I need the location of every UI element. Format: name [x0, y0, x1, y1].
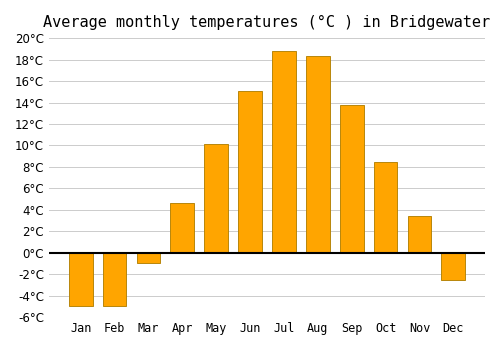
Bar [170, 203, 194, 253]
Bar [340, 105, 363, 253]
Bar [408, 216, 432, 253]
Bar [374, 162, 398, 253]
Bar [204, 144, 228, 253]
Bar [306, 56, 330, 253]
Bar [69, 253, 92, 306]
Bar [272, 51, 296, 253]
Bar [102, 253, 126, 306]
Title: Average monthly temperatures (°C ) in Bridgewater: Average monthly temperatures (°C ) in Br… [44, 15, 490, 30]
Bar [442, 253, 465, 280]
Bar [238, 91, 262, 253]
Bar [136, 253, 160, 264]
